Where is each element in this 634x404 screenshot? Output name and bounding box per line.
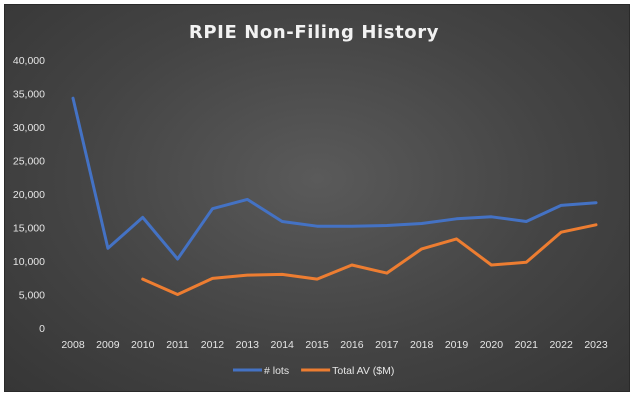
x-tick-label: 2022 [549, 339, 573, 351]
x-tick-label: 2013 [236, 339, 260, 351]
y-tick-label: 35,000 [13, 89, 45, 101]
x-tick-label: 2010 [131, 339, 155, 351]
legend-label: Total AV ($M) [332, 365, 394, 377]
x-tick-label: 2020 [480, 339, 504, 351]
x-tick-label: 2012 [201, 339, 225, 351]
x-tick-label: 2009 [96, 339, 120, 351]
legend-label: # lots [264, 365, 289, 377]
y-tick-label: 20,000 [13, 189, 45, 201]
y-tick-label: 15,000 [13, 223, 45, 235]
x-tick-label: 2016 [340, 339, 364, 351]
x-tick-label: 2015 [305, 339, 329, 351]
y-tick-label: 40,000 [13, 55, 45, 67]
x-tick-label: 2019 [445, 339, 469, 351]
chart-area [4, 4, 630, 392]
y-tick-label: 5,000 [19, 290, 45, 302]
x-tick-label: 2021 [515, 339, 539, 351]
y-tick-label: 30,000 [13, 122, 45, 134]
chart-title: RPIE Non-Filing History [189, 22, 439, 43]
y-tick-label: 10,000 [13, 256, 45, 268]
y-tick-label: 25,000 [13, 156, 45, 168]
x-tick-label: 2017 [375, 339, 399, 351]
series-line-2 [141, 223, 598, 296]
x-axis: 2008 2009 2010 2011 2012 2013 2014 2015 2016 2017… [61, 339, 608, 351]
series-line-1 [71, 96, 598, 261]
x-tick-label: 2011 [166, 339, 189, 351]
x-tick-label: 2023 [584, 339, 608, 351]
x-tick-label: 2018 [410, 339, 434, 351]
y-tick-label: 0 [39, 323, 45, 335]
y-axis: 0 5,000 10,000 15,000 20,000 25,000 30,000 35,0… [13, 55, 45, 335]
x-tick-label: 2014 [271, 339, 295, 351]
x-tick-label: 2008 [61, 339, 85, 351]
legend: # lots Total AV ($M) [233, 365, 394, 377]
series-layer [71, 96, 598, 296]
